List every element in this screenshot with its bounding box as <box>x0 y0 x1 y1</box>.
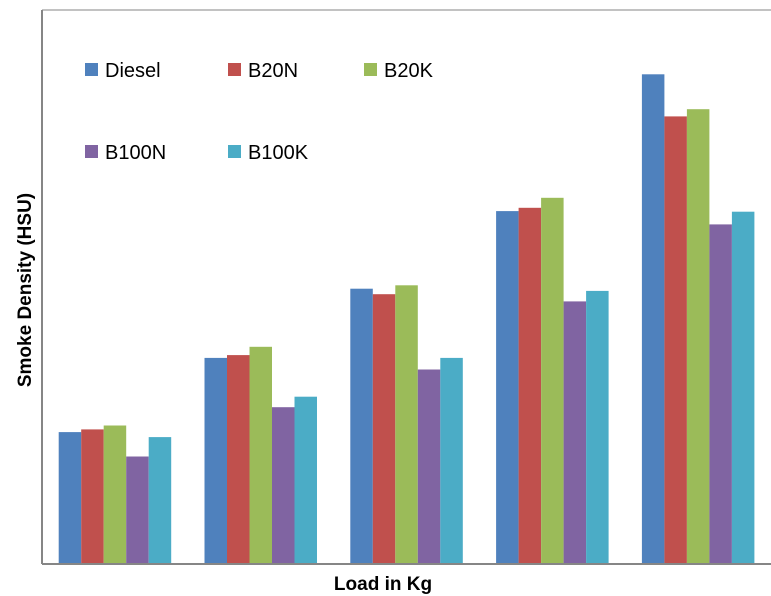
bar-b20n-2 <box>227 355 250 564</box>
bar-b20k-3 <box>395 285 418 564</box>
bar-b20k-2 <box>250 347 273 564</box>
bar-b100n-1 <box>126 457 149 565</box>
bar-b20k-1 <box>104 426 127 565</box>
bar-b100n-3 <box>418 370 441 565</box>
bar-b100k-1 <box>149 437 172 564</box>
bar-diesel-1 <box>59 432 81 564</box>
bar-diesel-3 <box>350 289 373 564</box>
legend-swatch-diesel <box>85 63 98 76</box>
legend-label-diesel: Diesel <box>105 60 161 82</box>
bar-b20n-1 <box>81 429 104 564</box>
bar-b100k-3 <box>440 358 463 564</box>
bar-b20n-5 <box>664 116 687 564</box>
legend-label-b100k: B100K <box>248 142 309 164</box>
bar-diesel-4 <box>496 211 518 564</box>
bar-b100n-2 <box>272 407 295 564</box>
legend-swatch-b20k <box>364 63 377 76</box>
bar-b100k-4 <box>586 291 609 564</box>
bar-diesel-2 <box>205 358 228 564</box>
bar-b20k-4 <box>541 198 564 564</box>
x-axis-title: Load in Kg <box>334 574 432 595</box>
bar-b100k-2 <box>295 397 318 564</box>
legend-label-b100n: B100N <box>105 142 166 164</box>
bar-diesel-5 <box>642 74 665 564</box>
bar-b20n-3 <box>373 294 396 564</box>
legend-swatch-b20n <box>228 63 241 76</box>
legend-swatch-b100n <box>85 145 98 158</box>
bar-b100n-4 <box>564 301 587 564</box>
y-axis-title: Smoke Density (HSU) <box>15 193 36 387</box>
bar-b100n-5 <box>709 224 732 564</box>
legend-label-b20k: B20K <box>384 60 434 82</box>
bar-b100k-5 <box>732 212 755 564</box>
bar-b20k-5 <box>687 109 710 564</box>
legend-swatch-b100k <box>228 145 241 158</box>
bar-b20n-4 <box>519 208 542 564</box>
legend-label-b20n: B20N <box>248 60 298 82</box>
